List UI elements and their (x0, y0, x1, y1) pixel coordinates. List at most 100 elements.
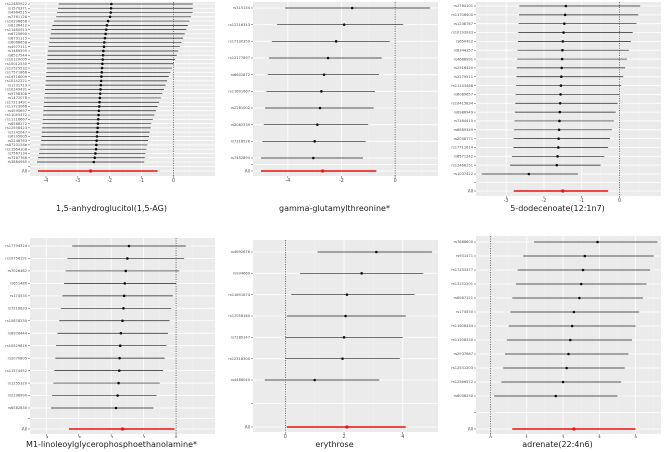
x-tick-label: -4 (44, 436, 49, 438)
snp-estimate-point (118, 356, 121, 360)
snp-estimate-point (360, 272, 363, 275)
overall-estimate-point (89, 169, 93, 173)
x-tick-label: -2 (542, 198, 547, 204)
snp-estimate-point (124, 269, 128, 273)
snp-label: rs6568272 (8, 122, 27, 126)
snp-label: rs6582830 (8, 406, 28, 410)
snp-estimate-point (100, 75, 103, 78)
snp-label: rs1037422 (454, 172, 473, 176)
snp-label: rs7219833 (8, 307, 27, 311)
snp-label: rs17213491 (5, 100, 27, 104)
snp-estimate-point (117, 369, 121, 372)
snp-label: rs6089657 (454, 93, 473, 97)
snp-label: rs6136412 (8, 24, 27, 28)
snp-estimate-point (313, 378, 316, 382)
snp-estimate-point (104, 32, 107, 36)
snp-label: rs1255320 (8, 381, 28, 385)
x-tick-label: -1 (141, 436, 146, 438)
snp-estimate-point (97, 109, 101, 113)
snp-estimate-point (114, 406, 118, 410)
snp-estimate-point (559, 93, 562, 96)
snp-label: rs10756191 (5, 257, 27, 261)
snp-estimate-point (561, 48, 564, 52)
snp-label: rs1131719 (8, 83, 28, 87)
snp-label: rs1472078 (8, 96, 28, 100)
snp-estimate-point (116, 394, 119, 397)
snp-label: rs11706400 (451, 13, 473, 17)
overall-label: All (468, 189, 473, 194)
snp-estimate-point (342, 336, 346, 339)
x-tick-label: -1 (579, 198, 584, 204)
snp-label: rs174535 (10, 294, 27, 298)
snp-estimate-point (560, 57, 564, 61)
snp-estimate-point (562, 31, 565, 34)
snp-label: rs4595697 (8, 109, 27, 113)
snp-estimate-point (341, 357, 344, 360)
x-tick-label: -3 (76, 436, 81, 438)
snp-estimate-point (345, 293, 349, 296)
snp-label: rs6571242 (454, 155, 473, 159)
snp-estimate-point (101, 58, 105, 61)
forest-plot-5-svg: rs4692676 rs934669 rs11691874 rs17058160 rs7… (228, 240, 438, 438)
x-tick-label: -2 (109, 436, 114, 438)
snp-estimate-point (579, 282, 583, 286)
x-tick-label: 0 (172, 178, 175, 184)
forest-plot-3-xlabel: 5-dodecenoate(12:1n7) (510, 204, 605, 213)
x-tick-label: -4 (44, 178, 49, 184)
x-tick-label: 1 (525, 436, 528, 438)
snp-label: rs315154 (233, 6, 251, 10)
snp-label: rs2248763 (8, 139, 27, 143)
snp-estimate-point (563, 13, 567, 17)
snp-estimate-point (127, 244, 131, 248)
snp-estimate-point (581, 268, 585, 272)
snp-estimate-point (99, 79, 103, 83)
snp-label: rs4964515 (8, 11, 27, 15)
forest-plot-3-svg: rs2784101 rs11706400 rs1238767 rs10193933 rs… (451, 2, 661, 204)
plot-background (30, 2, 215, 176)
snp-estimate-point (96, 130, 99, 134)
x-tick-label: -3 (75, 178, 80, 184)
snp-label: rs11691874 (228, 293, 250, 297)
snp-label: rs12558423 (5, 126, 27, 130)
snp-estimate-point (344, 314, 347, 318)
snp-estimate-point (322, 73, 326, 76)
snp-label: rs6527544 (8, 53, 28, 57)
forest-plot-4-svg: rs17794324 rs10756191 rs7026462 rs651480 rs1… (5, 238, 215, 438)
snp-estimate-point (121, 319, 124, 323)
snp-estimate-point (375, 250, 378, 254)
snp-label: rs2279511 (454, 75, 473, 79)
snp-estimate-point (102, 49, 105, 53)
snp-label: rs6725690 (8, 32, 28, 36)
snp-estimate-point (102, 45, 106, 49)
snp-estimate-point (105, 24, 109, 27)
snp-estimate-point (98, 100, 101, 104)
snp-label: rs6689349 (454, 128, 474, 132)
snp-estimate-point (567, 352, 570, 356)
plot-background (253, 2, 438, 176)
snp-label: rs1238767 (454, 22, 473, 26)
snp-label: rs10193933 (451, 31, 473, 35)
snp-label: rs651480 (10, 282, 28, 286)
overall-label: All (468, 427, 473, 432)
snp-estimate-point (100, 71, 104, 74)
snp-estimate-point (95, 139, 98, 142)
snp-label: rs1570371 (8, 6, 27, 10)
x-tick-label: -2 (339, 178, 344, 184)
snp-estimate-point (94, 147, 98, 151)
snp-estimate-point (583, 254, 587, 258)
snp-label: rs11723066 (5, 105, 27, 109)
snp-estimate-point (96, 117, 100, 121)
snp-label: rs2142047 (8, 130, 27, 134)
plot-background (253, 240, 438, 432)
snp-estimate-point (554, 394, 558, 398)
snp-estimate-point (563, 22, 566, 25)
overall-estimate-point (321, 169, 325, 173)
snp-estimate-point (564, 4, 568, 8)
plot-background (30, 238, 215, 434)
x-tick-label: 0 (175, 436, 178, 438)
snp-estimate-point (123, 282, 127, 285)
snp-estimate-point (557, 137, 560, 140)
snp-label: rs2784101 (454, 4, 473, 8)
x-tick-label: -2 (107, 178, 112, 184)
snp-label: rs10415834 (451, 101, 473, 105)
